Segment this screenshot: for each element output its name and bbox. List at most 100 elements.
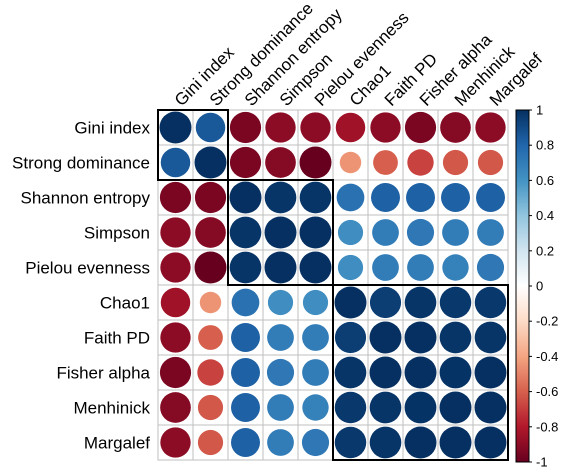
correlation-circle xyxy=(266,358,295,387)
correlation-circle xyxy=(299,146,332,179)
correlation-circle xyxy=(229,251,262,284)
correlation-circle xyxy=(267,324,294,351)
color-legend-tick-label: -0.2 xyxy=(536,314,558,329)
correlation-circle xyxy=(302,289,329,316)
correlation-circle xyxy=(195,217,226,248)
correlation-circle xyxy=(264,181,297,214)
correlation-circle xyxy=(159,356,192,389)
correlation-circle xyxy=(404,321,437,354)
cluster-rectangles xyxy=(157,109,509,461)
correlation-circle xyxy=(267,429,294,456)
color-legend-tick-label: 0.2 xyxy=(536,243,554,258)
correlation-circle xyxy=(229,146,262,179)
correlation-circle xyxy=(336,183,365,212)
correlation-circle xyxy=(369,356,402,389)
correlation-circle xyxy=(160,427,191,458)
correlation-circle xyxy=(160,217,191,248)
row-label: Margalef xyxy=(84,434,150,453)
correlation-circle xyxy=(370,112,401,143)
correlation-circles xyxy=(159,111,507,459)
correlation-circle xyxy=(334,321,367,354)
color-legend-tick-label: 0.4 xyxy=(536,208,554,223)
correlation-circle xyxy=(299,216,332,249)
row-label: Faith PD xyxy=(84,329,150,348)
correlation-circle xyxy=(442,149,469,176)
correlation-circle xyxy=(406,183,435,212)
correlation-circle xyxy=(404,391,437,424)
correlation-circle xyxy=(300,112,331,143)
correlation-circle xyxy=(439,426,472,459)
correlation-circle xyxy=(229,111,262,144)
correlation-circle xyxy=(476,183,505,212)
correlation-circle xyxy=(199,291,222,314)
correlation-circle xyxy=(474,321,507,354)
correlation-circle xyxy=(475,112,506,143)
color-legend-tick-label: 1 xyxy=(536,103,543,118)
correlation-circle xyxy=(302,394,329,421)
correlation-circle xyxy=(335,112,366,143)
correlation-circle xyxy=(474,426,507,459)
correlation-circle xyxy=(407,149,434,176)
color-legend-tick-label: -0.4 xyxy=(536,349,558,364)
correlation-circle xyxy=(372,219,399,246)
correlation-circle xyxy=(441,183,470,212)
color-legend-tick-label: 0 xyxy=(536,279,543,294)
correlation-circle xyxy=(197,429,224,456)
correlation-circle xyxy=(231,358,260,387)
correlation-circle xyxy=(369,391,402,424)
correlation-circle xyxy=(302,359,329,386)
correlation-circle xyxy=(231,428,260,457)
correlation-circle xyxy=(265,147,296,178)
color-legend-tick-label: -0.8 xyxy=(536,419,558,434)
correlation-circle xyxy=(194,251,227,284)
correlation-circle xyxy=(229,216,262,249)
correlation-circle xyxy=(231,393,260,422)
correlation-circle xyxy=(231,323,260,352)
row-label: Fisher alpha xyxy=(56,364,150,383)
correlation-circle xyxy=(159,111,192,144)
color-legend-tick-label: 0.8 xyxy=(536,138,554,153)
correlation-circle xyxy=(474,356,507,389)
correlation-circle xyxy=(160,322,191,353)
correlation-circle xyxy=(264,251,297,284)
correlation-circle xyxy=(267,289,294,316)
row-label: Chao1 xyxy=(100,294,150,313)
correlation-circle xyxy=(474,286,507,319)
correlation-circle xyxy=(197,359,224,386)
correlation-circle xyxy=(159,181,192,214)
correlation-circle xyxy=(265,112,296,143)
correlation-circle xyxy=(334,286,367,319)
color-legend: 1 0.8 0.6 0.4 0.2 0 -0.2 -0.4 -0.6 -0.8 -1 xyxy=(515,103,558,470)
color-legend-tick-label: -0.6 xyxy=(536,384,558,399)
correlation-circle xyxy=(195,112,226,143)
correlation-circle xyxy=(197,394,224,421)
row-label: Pielou evenness xyxy=(25,259,150,278)
correlation-circle xyxy=(476,253,505,282)
correlation-circle xyxy=(160,392,191,423)
correlation-circle xyxy=(373,150,398,175)
correlation-circle xyxy=(439,321,472,354)
correlation-circle xyxy=(439,391,472,424)
correlation-circle xyxy=(229,181,262,214)
correlation-circle xyxy=(404,111,437,144)
correlation-circle xyxy=(301,428,330,457)
correlation-circle xyxy=(474,391,507,424)
correlation-circle xyxy=(404,286,437,319)
correlation-circle xyxy=(299,251,332,284)
correlation-circle xyxy=(302,324,329,351)
correlation-circle xyxy=(334,426,367,459)
correlation-circle xyxy=(439,286,472,319)
correlation-circle xyxy=(264,216,297,249)
correlation-circle xyxy=(404,356,437,389)
correlation-circle xyxy=(439,356,472,389)
correlation-circle xyxy=(440,112,471,143)
row-label: Menhinick xyxy=(73,399,150,418)
correlation-circle xyxy=(299,181,332,214)
correlation-circle xyxy=(334,356,367,389)
row-label: Gini index xyxy=(74,119,150,138)
correlation-circle xyxy=(404,426,437,459)
correlation-circle xyxy=(337,219,364,246)
correlation-circle xyxy=(372,254,399,281)
